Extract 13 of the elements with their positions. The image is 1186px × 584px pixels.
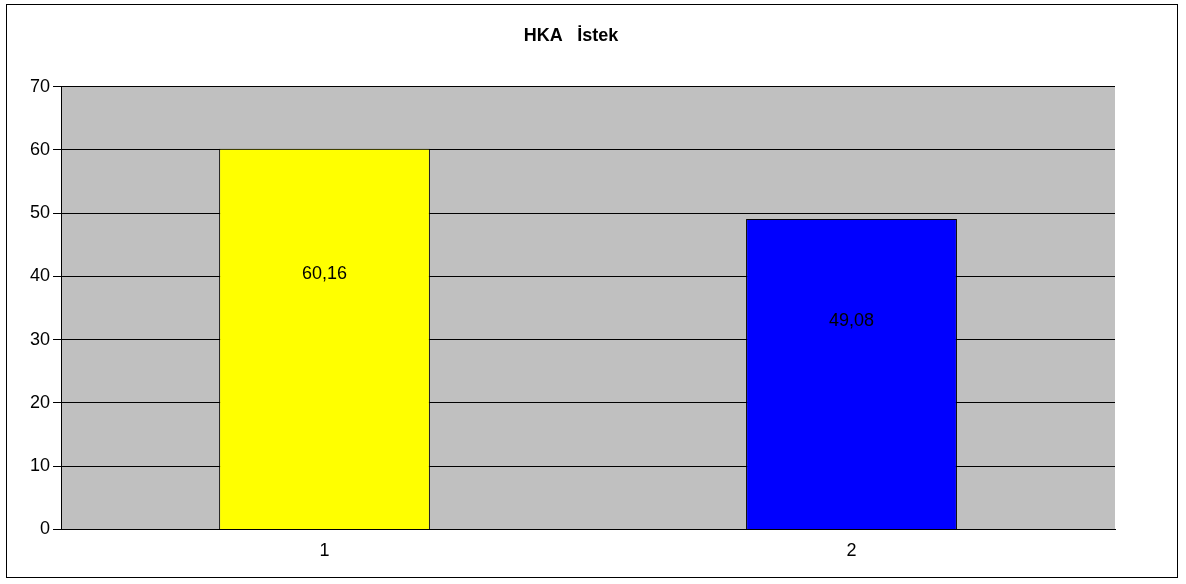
y-tick-label: 40 — [29, 265, 51, 286]
chart-title: HKA İstek — [523, 24, 620, 45]
x-tick-label: 1 — [319, 540, 330, 561]
y-tick-label: 0 — [40, 518, 51, 539]
y-tick-label: 30 — [29, 328, 51, 349]
data-label: 49,08 — [828, 310, 875, 331]
x-tick-label: 2 — [846, 540, 857, 561]
y-tick-label: 10 — [29, 455, 51, 476]
y-tick-label: 70 — [29, 75, 51, 96]
y-tick-label: 60 — [29, 138, 51, 159]
y-tick-label: 50 — [29, 202, 51, 223]
data-label: 60,16 — [301, 263, 348, 284]
y-tick-label: 20 — [29, 391, 51, 412]
